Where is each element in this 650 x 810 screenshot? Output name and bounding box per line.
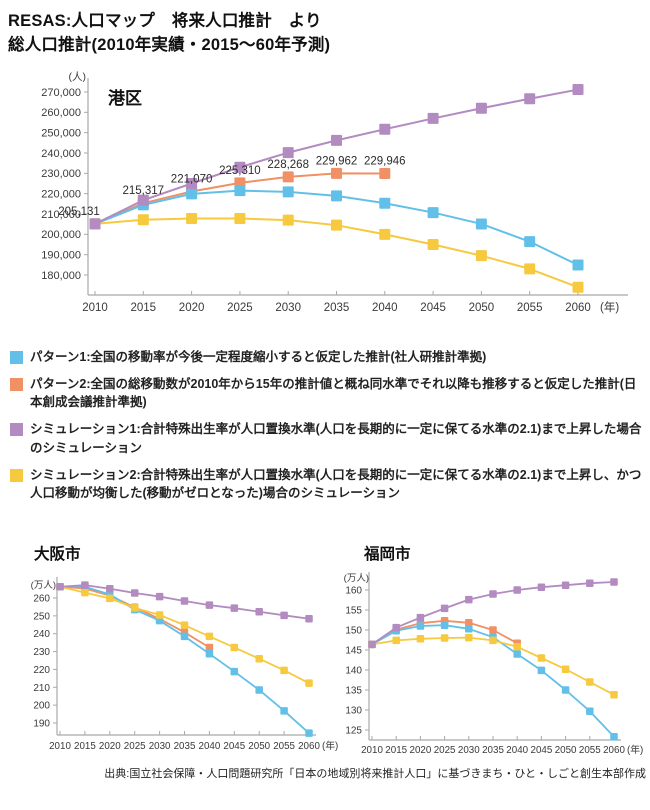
title-line-1: RESAS:人口マップ 将来人口推計 より <box>8 12 322 30</box>
svg-text:230: 230 <box>33 647 50 658</box>
svg-text:155: 155 <box>345 606 362 617</box>
svg-text:229,946: 229,946 <box>364 155 406 167</box>
svg-text:210,000: 210,000 <box>41 209 81 221</box>
svg-text:2030: 2030 <box>149 741 171 752</box>
svg-text:(万人): (万人) <box>31 580 56 591</box>
svg-text:150: 150 <box>345 626 362 637</box>
svg-text:2045: 2045 <box>531 745 553 756</box>
svg-text:2030: 2030 <box>458 745 480 756</box>
svg-text:2040: 2040 <box>199 741 221 752</box>
svg-text:135: 135 <box>345 686 362 697</box>
pattern1-color-swatch-icon <box>10 350 23 364</box>
svg-text:220,000: 220,000 <box>41 188 81 200</box>
svg-text:2050: 2050 <box>469 302 495 314</box>
svg-text:190,000: 190,000 <box>41 249 81 261</box>
svg-text:160: 160 <box>345 586 362 597</box>
svg-text:2055: 2055 <box>579 745 601 756</box>
chart-legend: パターン1:全国の移動率が今後一定程度縮小すると仮定した推計(社人研推計準拠) … <box>10 348 650 503</box>
svg-text:2010: 2010 <box>361 745 383 756</box>
svg-text:2025: 2025 <box>124 741 146 752</box>
svg-text:大阪市: 大阪市 <box>34 544 81 563</box>
svg-text:2055: 2055 <box>273 741 295 752</box>
svg-text:2060: 2060 <box>298 741 320 752</box>
svg-text:2055: 2055 <box>517 302 543 314</box>
svg-text:180,000: 180,000 <box>41 270 81 282</box>
svg-text:210: 210 <box>33 683 50 694</box>
svg-text:270,000: 270,000 <box>41 87 81 99</box>
svg-text:(年): (年) <box>600 300 619 314</box>
svg-text:2040: 2040 <box>506 745 528 756</box>
legend-item-simulation1: シミュレーション1:合計特殊出生率が人口置換水準(人口を長期的に一定に保てる水準… <box>10 420 642 458</box>
svg-text:2045: 2045 <box>223 741 245 752</box>
fukuoka-population-chart: 160 155 150 145 140 135 130 125 2010 2015 2020 2025… <box>344 544 643 756</box>
svg-text:2035: 2035 <box>482 745 504 756</box>
svg-text:205,131: 205,131 <box>58 206 100 218</box>
svg-text:230,000: 230,000 <box>41 168 81 180</box>
svg-text:2050: 2050 <box>555 745 577 756</box>
legend-label-simulation1: シミュレーション1:合計特殊出生率が人口置換水準(人口を長期的に一定に保てる水準… <box>30 422 642 455</box>
svg-text:2050: 2050 <box>248 741 270 752</box>
svg-text:221,070: 221,070 <box>171 173 213 185</box>
svg-text:225,310: 225,310 <box>219 165 261 177</box>
minato-population-chart: 270,000 260,000 250,000 240,000 230,000 220,0… <box>41 71 628 314</box>
svg-text:2015: 2015 <box>74 741 96 752</box>
svg-text:(年): (年) <box>322 739 338 752</box>
legend-item-pattern2: パターン2:全国の総移動数が2010年から15年の推計値と概ね同水準でそれ以降も… <box>10 375 642 413</box>
svg-text:2010: 2010 <box>49 741 71 752</box>
simulation2-color-swatch-icon <box>10 468 23 482</box>
svg-text:2015: 2015 <box>385 745 407 756</box>
svg-text:2060: 2060 <box>603 745 625 756</box>
osaka-population-chart: 260 250 240 230 220 210 200 190 2010 2015 2020 2025… <box>31 544 339 752</box>
svg-text:2045: 2045 <box>420 302 446 314</box>
svg-text:港区: 港区 <box>108 88 142 108</box>
svg-text:125: 125 <box>345 726 362 737</box>
svg-text:140: 140 <box>345 666 362 677</box>
svg-text:229,962: 229,962 <box>316 155 358 167</box>
legend-label-pattern2: パターン2:全国の総移動数が2010年から15年の推計値と概ね同水準でそれ以降も… <box>30 376 637 410</box>
legend-label-simulation2: シミュレーション2:合計特殊出生率が人口置換水準(人口を長期的に一定に保てる水準… <box>30 467 642 501</box>
svg-text:228,268: 228,268 <box>267 159 309 171</box>
svg-text:2015: 2015 <box>131 302 157 314</box>
city-charts-row: 260 250 240 230 220 210 200 190 2010 2015 2020 2025… <box>0 537 650 761</box>
legend-item-simulation2: シミュレーション2:合計特殊出生率が人口置換水準(人口を長期的に一定に保てる水準… <box>10 466 642 504</box>
resas-population-report: RESAS:人口マップ 将来人口推計 より 総人口推計(2010年実績・2015… <box>0 10 650 781</box>
source-note: 出典:国立社会保障・人口問題研究所「日本の地域別将来推計人口」に基づきまち・ひと… <box>104 768 646 781</box>
svg-text:2020: 2020 <box>410 745 432 756</box>
svg-text:200: 200 <box>33 701 50 712</box>
svg-text:260,000: 260,000 <box>41 107 81 119</box>
svg-text:(万人): (万人) <box>344 573 369 584</box>
svg-text:2025: 2025 <box>227 302 253 314</box>
svg-text:200,000: 200,000 <box>41 229 81 241</box>
svg-text:2035: 2035 <box>174 741 196 752</box>
svg-text:215,317: 215,317 <box>123 185 165 197</box>
svg-text:(人): (人) <box>69 71 87 83</box>
pattern2-color-swatch-icon <box>10 377 23 391</box>
legend-item-pattern1: パターン1:全国の移動率が今後一定程度縮小すると仮定した推計(社人研推計準拠) <box>10 348 642 367</box>
svg-text:220: 220 <box>33 665 50 676</box>
legend-label-pattern1: パターン1:全国の移動率が今後一定程度縮小すると仮定した推計(社人研推計準拠) <box>30 349 487 364</box>
svg-text:2040: 2040 <box>372 302 398 314</box>
svg-text:2020: 2020 <box>179 302 205 314</box>
svg-text:260: 260 <box>33 594 50 605</box>
svg-text:240: 240 <box>33 629 50 640</box>
svg-text:145: 145 <box>345 646 362 657</box>
svg-text:2035: 2035 <box>324 302 350 314</box>
svg-text:2030: 2030 <box>275 302 301 314</box>
svg-text:190: 190 <box>33 719 50 730</box>
svg-text:250: 250 <box>33 611 50 622</box>
svg-text:130: 130 <box>345 706 362 717</box>
svg-text:250,000: 250,000 <box>41 127 81 139</box>
report-title: RESAS:人口マップ 将来人口推計 より 総人口推計(2010年実績・2015… <box>8 10 650 58</box>
svg-text:2010: 2010 <box>82 302 108 314</box>
svg-text:240,000: 240,000 <box>41 148 81 160</box>
simulation1-color-swatch-icon <box>10 423 23 437</box>
svg-text:(年): (年) <box>627 743 643 756</box>
svg-text:2025: 2025 <box>434 745 456 756</box>
svg-text:福岡市: 福岡市 <box>363 544 411 563</box>
svg-text:2020: 2020 <box>99 741 121 752</box>
svg-text:2060: 2060 <box>565 302 591 314</box>
title-line-2: 総人口推計(2010年実績・2015〜60年予測) <box>8 35 331 54</box>
